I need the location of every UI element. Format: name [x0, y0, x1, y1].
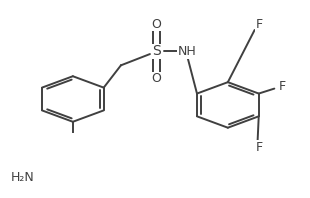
- Text: O: O: [152, 72, 162, 85]
- Text: H₂N: H₂N: [11, 171, 34, 184]
- Text: O: O: [152, 18, 162, 31]
- Text: F: F: [279, 80, 286, 93]
- Text: NH: NH: [178, 45, 197, 58]
- Text: F: F: [256, 141, 263, 154]
- Text: F: F: [256, 18, 263, 31]
- Text: S: S: [152, 45, 161, 58]
